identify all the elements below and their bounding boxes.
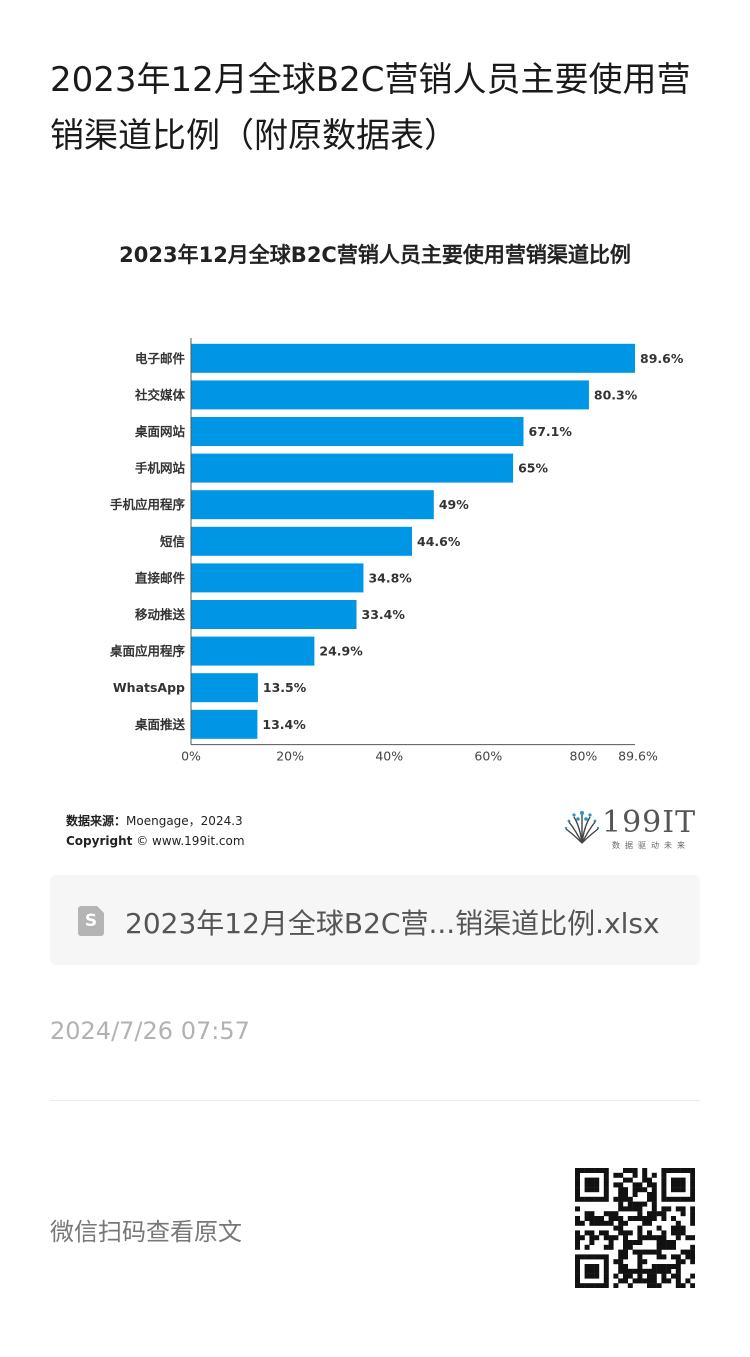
- data-label: 44.6%: [417, 534, 461, 549]
- category-label: 手机应用程序: [110, 497, 186, 512]
- qr-code-icon[interactable]: [575, 1168, 695, 1288]
- publish-timestamp: 2024/7/26 07:57: [50, 1017, 250, 1045]
- x-tick-label: 89.6%: [618, 749, 658, 764]
- data-label: 89.6%: [640, 351, 684, 366]
- x-tick-label: 60%: [474, 749, 502, 764]
- attachment-card[interactable]: S 2023年12月全球B2C营...销渠道比例.xlsx: [50, 875, 700, 965]
- category-label: 短信: [160, 534, 186, 549]
- divider: [50, 1100, 700, 1101]
- bar: [191, 380, 589, 410]
- file-icon-glyph: S: [84, 911, 98, 931]
- logo-text: 199IT: [602, 805, 697, 840]
- bar-chart: 电子邮件 89.6% 社交媒体 80.3% 桌面网站 67.1% 手机网站 65% 手机应用程序…: [109, 338, 684, 764]
- data-label: 33.4%: [362, 607, 406, 622]
- source-value: Moengage，2024.3: [126, 814, 243, 828]
- category-label: 桌面网站: [134, 424, 186, 439]
- x-tick-label: 40%: [375, 749, 403, 764]
- bar: [191, 343, 635, 373]
- category-label: 直接邮件: [135, 570, 186, 585]
- logo-tagline: 数据驱动未来: [612, 841, 690, 850]
- spreadsheet-file-icon: S: [78, 906, 104, 936]
- category-label: 桌面应用程序: [109, 644, 186, 659]
- copyright-value: © www.199it.com: [136, 834, 245, 848]
- x-tick-label: 0%: [181, 749, 201, 764]
- category-label: WhatsApp: [113, 680, 185, 695]
- source-block: 数据来源：Moengage，2024.3 Copyright © www.199…: [66, 811, 245, 851]
- bar: [191, 526, 413, 556]
- data-label: 34.8%: [368, 570, 412, 585]
- article-title: 2023年12月全球B2C营销人员主要使用营销渠道比例（附原数据表）: [50, 60, 691, 156]
- category-label: 社交媒体: [134, 387, 186, 402]
- scan-prompt: 微信扫码查看原文: [50, 1218, 242, 1246]
- bar: [191, 673, 258, 703]
- logo-burst-icon: [564, 811, 600, 844]
- attachment-filename[interactable]: 2023年12月全球B2C营...销渠道比例.xlsx: [125, 907, 660, 940]
- bar: [191, 563, 364, 593]
- bar: [191, 709, 258, 739]
- data-label: 13.4%: [262, 717, 306, 732]
- category-label: 手机网站: [135, 461, 186, 476]
- data-label: 80.3%: [594, 387, 638, 402]
- bar: [191, 600, 357, 629]
- data-label: 67.1%: [529, 424, 573, 439]
- chart-image: 2023年12月全球B2C营销人员主要使用营销渠道比例 电子邮件 89.6% 社交媒…: [50, 215, 700, 865]
- chart-title: 2023年12月全球B2C营销人员主要使用营销渠道比例: [119, 243, 631, 267]
- category-label: 电子邮件: [135, 351, 186, 366]
- brand-logo: 199IT 数据驱动未来: [560, 805, 700, 851]
- data-label: 13.5%: [263, 680, 307, 695]
- copyright-label: Copyright: [66, 834, 133, 848]
- bar: [191, 636, 315, 666]
- bar: [191, 490, 434, 520]
- x-tick-label: 20%: [276, 749, 304, 764]
- category-label: 桌面推送: [134, 717, 186, 732]
- x-tick-label: 80%: [570, 749, 598, 764]
- data-label: 65%: [518, 461, 548, 476]
- category-label: 移动推送: [135, 607, 186, 622]
- source-label: 数据来源：: [66, 814, 127, 828]
- bar: [191, 417, 524, 446]
- data-label: 49%: [439, 497, 469, 512]
- data-label: 24.9%: [319, 644, 363, 659]
- bar: [191, 453, 514, 483]
